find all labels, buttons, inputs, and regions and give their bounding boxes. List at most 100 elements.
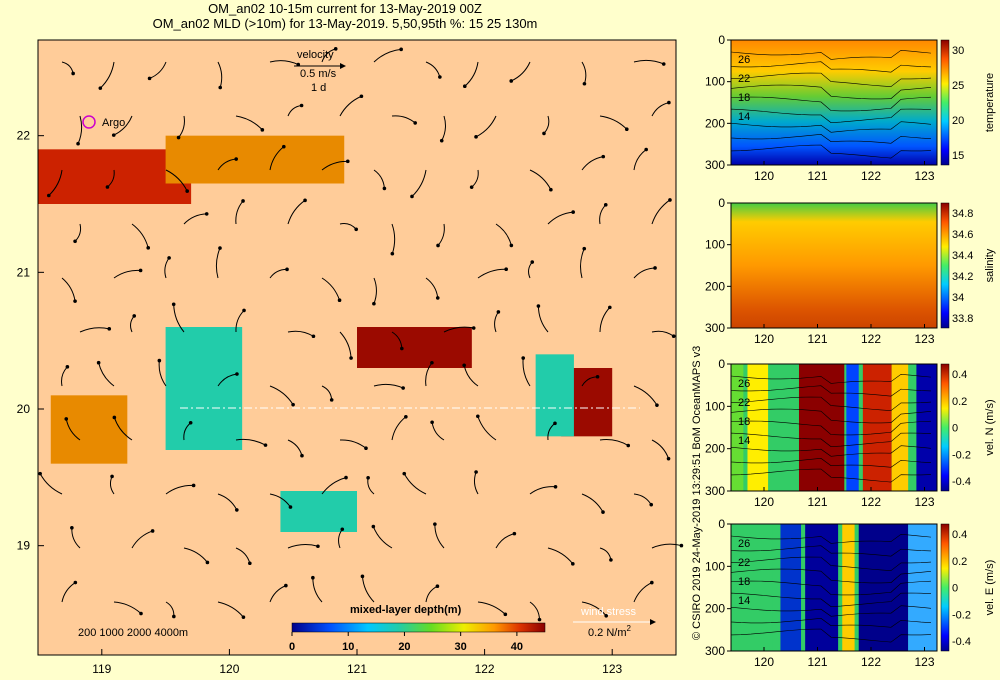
current-vector-head bbox=[371, 524, 376, 529]
current-vector-head bbox=[462, 84, 467, 89]
mld-patch bbox=[165, 327, 243, 450]
current-vector-head bbox=[474, 135, 478, 139]
section-contour-line bbox=[730, 605, 932, 617]
current-vector-head bbox=[300, 453, 304, 458]
current-vector-head bbox=[410, 194, 414, 199]
current-vector-head bbox=[139, 611, 143, 616]
current-vector-head bbox=[509, 243, 514, 248]
current-vector-head bbox=[462, 363, 466, 368]
argo-marker-icon bbox=[82, 115, 96, 129]
current-vector bbox=[373, 169, 385, 189]
current-vector bbox=[61, 366, 68, 387]
section-x-tick-label: 123 bbox=[914, 655, 934, 669]
current-vector-head bbox=[107, 327, 112, 331]
section-contour-label: 14 bbox=[738, 595, 750, 607]
current-vector-head bbox=[235, 508, 239, 512]
section-contour-line bbox=[730, 385, 932, 397]
section-y-tick-label: 300 bbox=[705, 321, 725, 335]
section-colorbar-label: temperature bbox=[984, 73, 996, 132]
current-vector-head bbox=[285, 267, 289, 272]
current-vector bbox=[99, 61, 115, 89]
current-vector bbox=[287, 439, 303, 456]
current-vector bbox=[269, 146, 285, 171]
argo-label: Argo bbox=[102, 117, 125, 129]
mld-colorbar-title: mixed-layer depth(m) bbox=[350, 604, 462, 616]
current-vector-head bbox=[248, 561, 252, 566]
current-vector-head bbox=[263, 443, 268, 447]
current-vector-head bbox=[329, 398, 334, 402]
current-vector bbox=[321, 477, 347, 495]
section-contour-line bbox=[730, 592, 932, 607]
section-x-tick-label: 120 bbox=[754, 332, 774, 346]
current-vector-head bbox=[172, 614, 176, 619]
current-vector bbox=[269, 493, 291, 508]
mld-colorbar bbox=[291, 622, 546, 633]
current-vector bbox=[391, 416, 407, 441]
current-vector bbox=[495, 223, 512, 246]
current-vector bbox=[633, 493, 652, 505]
section-y-tick-label: 200 bbox=[705, 442, 725, 456]
current-vector-head bbox=[105, 185, 110, 189]
current-vector bbox=[651, 439, 670, 459]
mld-colorbar-tick-label: 30 bbox=[455, 641, 467, 653]
current-vector-head bbox=[603, 203, 608, 207]
section-colorbar-tick-label: 0.2 bbox=[952, 396, 967, 408]
section-x-tick-label: 120 bbox=[754, 655, 774, 669]
wind-stress-label: wind stress bbox=[580, 606, 637, 618]
section-contour-line bbox=[730, 72, 932, 87]
current-vector-head bbox=[401, 386, 405, 390]
section-y-tick-label: 100 bbox=[705, 75, 725, 89]
section-y-tick-label: 200 bbox=[705, 602, 725, 616]
current-vector-head bbox=[435, 584, 440, 589]
current-vector-head bbox=[512, 531, 517, 536]
section-frame bbox=[730, 39, 938, 166]
section-colorbar-tick-label: -0.4 bbox=[952, 476, 971, 488]
current-vector-head bbox=[204, 212, 209, 216]
section-colorbar bbox=[940, 202, 950, 329]
mld-cells bbox=[38, 135, 613, 532]
section-x-tick-label: 121 bbox=[807, 332, 827, 346]
section-frame bbox=[730, 363, 938, 492]
current-vector-head bbox=[311, 575, 315, 580]
current-vector-head bbox=[653, 266, 657, 270]
current-vector-head bbox=[595, 374, 600, 379]
current-vector bbox=[434, 524, 445, 549]
section-background bbox=[731, 40, 937, 165]
current-vector bbox=[547, 547, 574, 565]
section-x-tick-label: 123 bbox=[914, 332, 934, 346]
current-vector bbox=[475, 115, 497, 138]
current-vector-head bbox=[191, 483, 196, 488]
map-title-line-1: OM_an02 10-15m current for 13-May-2019 0… bbox=[208, 1, 482, 16]
current-vector-head bbox=[439, 138, 444, 143]
section-y-tick-label: 0 bbox=[718, 33, 725, 47]
section-y-tick-label: 0 bbox=[718, 196, 725, 210]
section-y-tick-label: 100 bbox=[705, 399, 725, 413]
current-vector bbox=[495, 533, 515, 549]
current-vector bbox=[581, 493, 604, 513]
current-vector-head bbox=[601, 510, 605, 514]
mld-colorbar-tick-label: 0 bbox=[289, 641, 295, 653]
current-vector-head bbox=[311, 334, 316, 339]
current-vector bbox=[437, 223, 445, 246]
current-vector-head bbox=[73, 239, 77, 244]
current-vector bbox=[411, 169, 427, 197]
current-vector-head bbox=[205, 560, 210, 565]
current-vector bbox=[312, 577, 323, 603]
current-vector-head bbox=[70, 526, 74, 530]
current-vector bbox=[477, 601, 506, 615]
current-vector bbox=[98, 362, 115, 387]
map-y-tick-label: 21 bbox=[17, 265, 31, 279]
section-contour-line bbox=[730, 408, 932, 424]
current-vector-head bbox=[436, 243, 440, 248]
current-vector-head bbox=[235, 372, 239, 376]
current-vector-head bbox=[241, 615, 246, 619]
current-vector bbox=[61, 582, 76, 603]
section-x-tick-label: 123 bbox=[914, 169, 934, 183]
current-vector-head bbox=[536, 304, 541, 308]
section-colorbar-tick-label: 33.8 bbox=[952, 313, 973, 325]
section-contour-line bbox=[730, 618, 932, 628]
section-x-tick-label: 122 bbox=[861, 169, 881, 183]
current-vector-head bbox=[337, 298, 342, 303]
section-contour-label: 22 bbox=[738, 73, 750, 85]
mld-colorbar-tick-label: 10 bbox=[342, 641, 354, 653]
